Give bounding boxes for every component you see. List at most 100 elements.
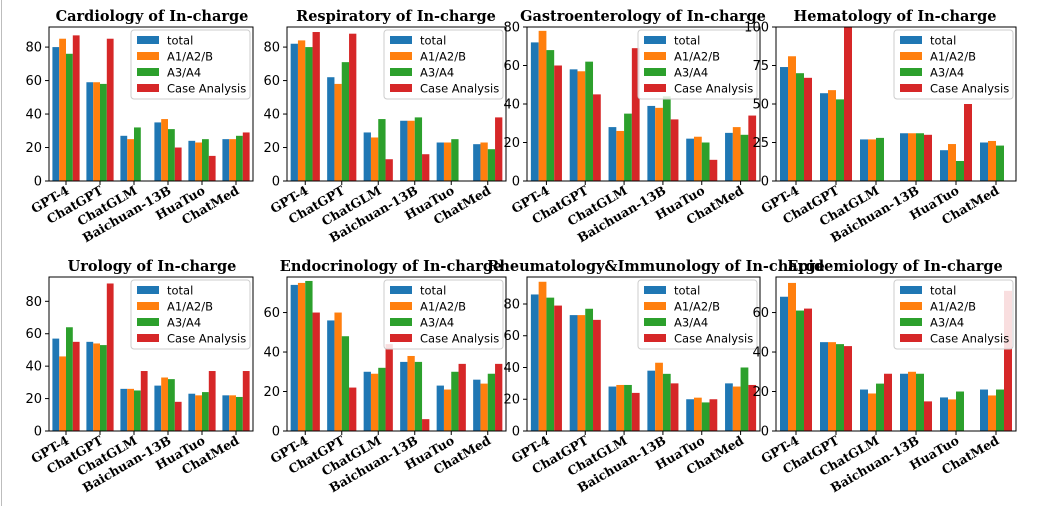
bar-total (363, 371, 371, 431)
bar-case (312, 312, 320, 431)
bar-a3a4 (916, 373, 924, 431)
bar-case (748, 115, 757, 181)
legend-label: total (167, 34, 193, 48)
bar-case (106, 283, 114, 431)
bar-a1a2b (732, 386, 741, 431)
y-tick-label: 40 (263, 108, 280, 123)
bar-a3a4 (916, 133, 924, 181)
legend-label: Case Analysis (167, 82, 246, 96)
bar-a3a4 (585, 61, 594, 181)
legend-swatch-total (137, 36, 159, 44)
chart-panel-2: Respiratory of In-charge020406080GPT-4Ch… (263, 8, 507, 245)
bar-case (422, 419, 430, 431)
bar-case (748, 384, 757, 431)
bar-case (964, 104, 972, 181)
bar-case (884, 373, 892, 431)
bar-a1a2b (577, 315, 586, 431)
bar-a3a4 (414, 117, 423, 181)
bar-a1a2b (334, 312, 342, 431)
legend-label: Case Analysis (420, 332, 499, 346)
bar-a1a2b (616, 130, 625, 181)
bar-a3a4 (701, 402, 710, 431)
left-border-line (1, 0, 2, 506)
bar-total (900, 133, 908, 181)
bar-total (686, 399, 694, 431)
bar-a3a4 (202, 392, 209, 431)
legend: total A1/A2/B A3/A4 Case Analysis (893, 29, 1014, 100)
bar-a1a2b (161, 119, 168, 181)
bar-case (422, 154, 430, 181)
y-tick-label: 20 (503, 393, 520, 408)
chart-panel-1: Cardiology of In-charge020406080GPT-4Cha… (25, 8, 254, 245)
y-tick-label: 40 (25, 108, 42, 123)
bar-case (593, 94, 601, 181)
bar-a1a2b (407, 355, 415, 431)
legend: total A1/A2/B A3/A4 Case Analysis (893, 279, 1014, 350)
bar-total (686, 138, 694, 181)
bar-total (290, 43, 298, 181)
bar-total (940, 397, 948, 431)
y-tick-label: 20 (263, 141, 280, 156)
y-tick-label: 20 (503, 136, 520, 151)
legend-swatch-a1a2b (390, 52, 412, 60)
bar-a1a2b (948, 399, 956, 431)
y-tick-label: 20 (25, 141, 42, 156)
legend-label: Case Analysis (674, 332, 753, 346)
legend-swatch-total (644, 36, 666, 44)
bar-a1a2b (868, 139, 876, 181)
plot-frame (48, 26, 254, 182)
bar-total (222, 139, 230, 181)
y-tick-label: 60 (752, 306, 769, 321)
legend-swatch-case (644, 334, 666, 342)
bar-a3a4 (996, 389, 1004, 431)
y-tick-label: 0 (272, 425, 280, 440)
bar-a1a2b (988, 395, 996, 431)
bar-case (242, 132, 250, 181)
bar-a3a4 (836, 344, 844, 431)
bar-a1a2b (480, 383, 488, 431)
y-tick-label: 60 (25, 74, 42, 89)
bar-a3a4 (585, 308, 594, 431)
legend-swatch-case (900, 334, 922, 342)
bar-case (208, 371, 216, 431)
bar-total (86, 341, 94, 431)
bar-a1a2b (988, 140, 996, 181)
legend-label: A1/A2/B (674, 50, 720, 64)
bar-a3a4 (236, 396, 243, 431)
bar-total (188, 393, 196, 431)
legend-swatch-case (390, 334, 412, 342)
bar-case (495, 117, 503, 181)
bar-a1a2b (93, 343, 100, 431)
legend-label: A3/A4 (930, 66, 964, 80)
plot-frame (775, 26, 1017, 182)
y-tick-label: 50 (752, 98, 769, 113)
legend-label: Case Analysis (930, 82, 1009, 96)
chart-title: Cardiology of In-charge (56, 8, 249, 25)
bar-a3a4 (624, 384, 632, 431)
bar-total (120, 388, 128, 431)
plot-frame (286, 276, 507, 432)
bar-case (709, 399, 718, 431)
legend-swatch-a1a2b (390, 302, 412, 310)
bar-a3a4 (546, 297, 555, 431)
bar-a3a4 (876, 137, 884, 181)
bar-a1a2b (370, 137, 379, 181)
bar-a1a2b (538, 30, 547, 181)
legend-box (893, 279, 1014, 350)
legend: total A1/A2/B A3/A4 Case Analysis (383, 29, 504, 100)
bar-a3a4 (100, 83, 107, 181)
bar-a3a4 (796, 73, 804, 181)
bar-case (242, 371, 250, 431)
legend-swatch-case (644, 84, 666, 92)
bar-total (860, 389, 868, 431)
bar-case (554, 305, 562, 431)
bar-total (980, 142, 988, 181)
bar-total (154, 122, 162, 181)
bar-total (780, 67, 788, 181)
bar-total (530, 42, 539, 182)
bar-a1a2b (59, 38, 66, 181)
y-tick-label: 60 (503, 329, 520, 344)
legend-swatch-a3a4 (137, 68, 159, 76)
legend: total A1/A2/B A3/A4 Case Analysis (637, 279, 758, 350)
bar-case (593, 319, 601, 431)
